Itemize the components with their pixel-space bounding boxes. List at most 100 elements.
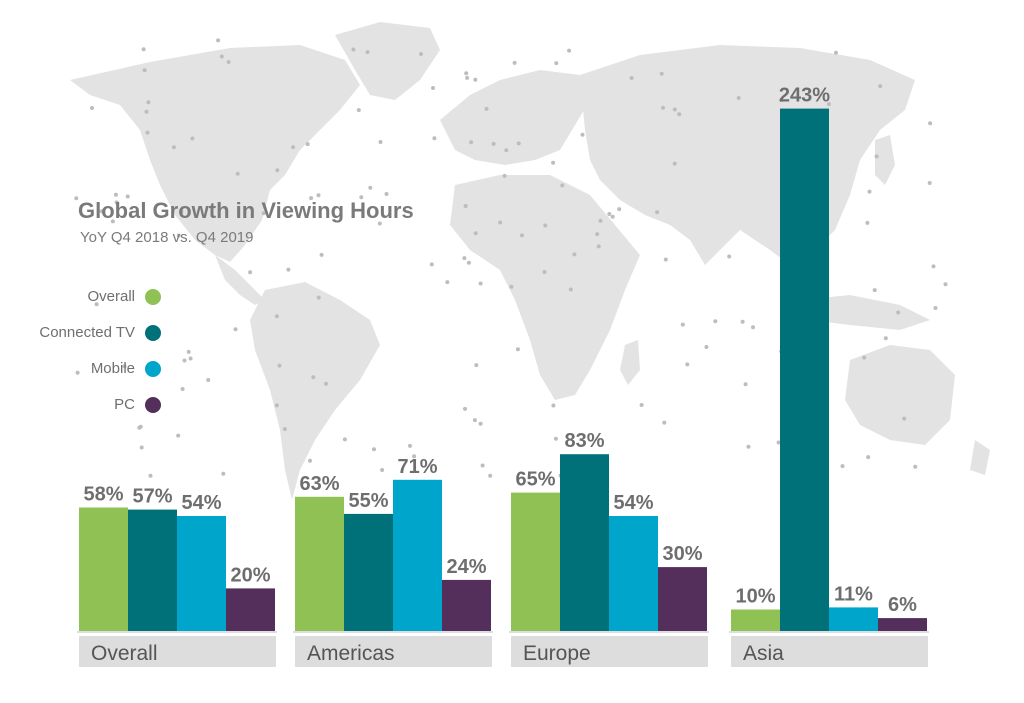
map-node [629, 76, 634, 80]
map-node [146, 100, 151, 105]
map-node [913, 464, 918, 469]
map-node [384, 192, 389, 196]
map-node [445, 280, 450, 285]
map-node [356, 108, 361, 113]
map-node [478, 421, 483, 426]
map-node [186, 349, 191, 354]
map-node [432, 136, 437, 141]
map-node [141, 47, 146, 52]
map-node [351, 47, 356, 52]
map-node [672, 107, 677, 112]
map-node [504, 148, 509, 153]
map-node [867, 189, 872, 194]
bar-asia-mobile [829, 607, 878, 631]
map-node [275, 168, 280, 173]
category-box [295, 636, 492, 667]
data-label: 30% [662, 543, 702, 565]
data-label: 83% [564, 430, 604, 452]
legend-label: Overall [87, 288, 135, 305]
map-node [311, 375, 316, 380]
map-node [378, 140, 383, 144]
bar-overall-overall [79, 507, 128, 631]
map-node [359, 195, 364, 200]
map-node [872, 288, 877, 293]
bar-group-americas: 63% 55% 71% 24% Americas [293, 456, 493, 667]
legend-label: Connected TV [39, 324, 135, 341]
map-node [305, 142, 310, 147]
map-node [866, 455, 871, 460]
map-node [139, 445, 144, 450]
map-node [472, 418, 477, 423]
map-node [274, 314, 279, 319]
map-node [943, 282, 948, 287]
map-landmass [845, 345, 955, 445]
map-node [512, 60, 517, 65]
map-node [176, 233, 181, 238]
map-landmass [250, 282, 380, 500]
legend-label: PC [114, 396, 135, 413]
legend-item-mobile: Mobile [0, 360, 165, 380]
data-label: 58% [83, 484, 123, 506]
map-node [567, 48, 572, 53]
map-node [113, 192, 118, 197]
map-node [502, 173, 507, 178]
map-node [568, 287, 573, 292]
map-node [235, 171, 240, 176]
data-label: 20% [230, 564, 270, 586]
map-node [902, 416, 907, 421]
bar-asia-overall [731, 609, 780, 631]
legend-swatch [145, 289, 161, 305]
map-node [865, 220, 870, 225]
map-node [474, 363, 479, 368]
map-node [727, 254, 732, 259]
map-landmass [620, 340, 640, 385]
map-node [342, 437, 347, 442]
map-node [429, 262, 434, 267]
map-node [516, 141, 521, 146]
map-node [114, 200, 119, 205]
map-node [480, 463, 485, 468]
map-node [171, 145, 176, 150]
map-node [553, 436, 558, 441]
chart-title: Global Growth in Viewing Hours [78, 198, 414, 223]
map-node [520, 233, 524, 238]
map-node [316, 193, 321, 198]
bar-europe-connected-tv [560, 454, 609, 631]
map-node [309, 196, 314, 201]
map-node [464, 71, 469, 76]
map-node [179, 209, 184, 214]
map-node [840, 464, 845, 469]
category-box [511, 636, 708, 667]
data-label: 11% [834, 583, 873, 605]
map-node [469, 140, 474, 145]
bar-americas-connected-tv [344, 513, 393, 631]
map-node [834, 50, 838, 55]
map-node [74, 196, 79, 201]
data-label: 6% [888, 594, 917, 616]
map-node [746, 444, 751, 449]
map-node [685, 362, 690, 367]
map-node [148, 473, 153, 478]
map-node [713, 319, 718, 324]
map-node [551, 403, 556, 408]
map-node [551, 160, 556, 165]
map-node [498, 220, 503, 225]
map-node [933, 306, 938, 310]
map-node [188, 356, 193, 361]
map-node [659, 71, 664, 76]
data-label: 54% [613, 492, 653, 514]
data-label: 63% [299, 473, 339, 495]
map-node [137, 425, 142, 430]
bar-overall-connected-tv [128, 509, 177, 631]
map-node [125, 194, 130, 199]
map-landmass [450, 175, 640, 400]
data-label: 55% [348, 490, 388, 512]
data-label: 65% [515, 469, 555, 491]
bar-asia-connected-tv [780, 108, 829, 632]
data-label: 243% [779, 85, 830, 107]
map-node [182, 358, 187, 363]
map-node [473, 77, 478, 82]
map-node [319, 252, 324, 257]
bar-americas-pc [442, 579, 491, 631]
